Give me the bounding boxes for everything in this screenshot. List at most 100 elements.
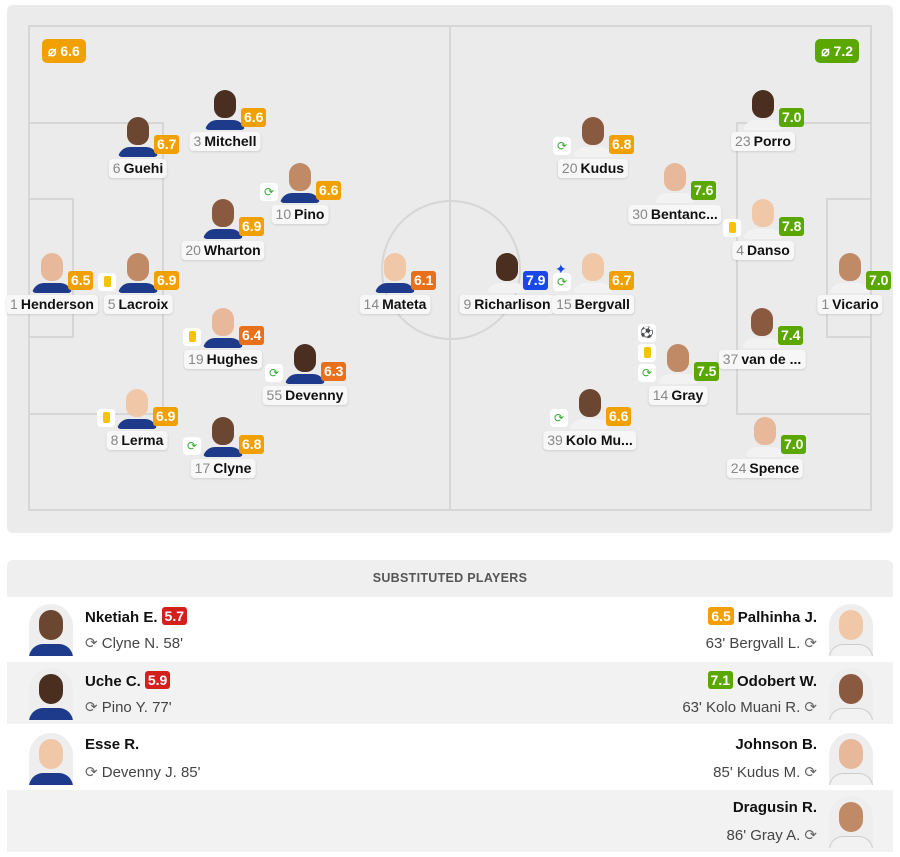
substitute-rating: 6.5 — [708, 607, 734, 625]
player-label: 17 Clyne — [190, 459, 256, 478]
goal-icon: ⚽ — [638, 324, 656, 342]
replaced-player: 86' Gray A. — [726, 827, 801, 844]
player-rating: 7.0 — [866, 271, 892, 290]
home-average-rating: ⌀ 6.6 — [42, 39, 86, 63]
player-label: 37 van de ... — [718, 350, 806, 369]
yellow-card-icon — [183, 328, 201, 346]
player-rating: 6.8 — [239, 435, 265, 454]
player-label: 14 Mateta — [359, 295, 431, 314]
player-label: 5 Lacroix — [103, 295, 173, 314]
substitute-name: Nketiah E. — [85, 609, 158, 626]
home-goal-box — [28, 198, 74, 338]
player-photo — [203, 304, 243, 348]
player-number: 9 — [463, 296, 472, 312]
substitute-name: Uche C. — [85, 673, 141, 690]
player-rating: 6.1 — [411, 271, 437, 290]
player-number: 14 — [652, 387, 669, 403]
player-rating: 6.6 — [241, 108, 267, 127]
player-label: 19 Hughes — [184, 350, 262, 369]
player-photo — [29, 604, 73, 656]
replaced-player: 63' Kolo Muani R. — [682, 699, 801, 716]
player-name: Bergvall — [574, 296, 630, 312]
player-rating: 6.6 — [606, 407, 632, 426]
home-substitute[interactable]: Nketiah E. 5.7 ⟳ Clyne N. 58' — [7, 598, 447, 660]
center-circle — [381, 200, 521, 340]
substitution-row: Nketiah E. 5.7 ⟳ Clyne N. 58' 6.5 Palhinha… — [7, 598, 893, 660]
substitution-icon: ⟳ — [553, 273, 571, 291]
player-rating: 6.3 — [321, 362, 347, 381]
away-substitute[interactable]: Dragusin R. 86' Gray A. ⟳ — [453, 790, 893, 852]
player-rating: 6.8 — [609, 135, 635, 154]
player-label: 24 Spence — [726, 459, 804, 478]
player-rating: 6.4 — [239, 326, 265, 345]
player-photo — [117, 385, 157, 429]
player-label: 15 Bergvall — [552, 295, 634, 314]
player-photo — [29, 668, 73, 720]
player-number: 14 — [363, 296, 380, 312]
player-name: Devenny — [285, 387, 344, 403]
player-name: Spence — [749, 460, 800, 476]
player-name: Hughes — [206, 351, 258, 367]
substitution-icon: ⟳ — [550, 409, 568, 427]
player-photo — [743, 195, 783, 239]
substitute-name: Johnson B. — [735, 736, 817, 753]
player-number: 17 — [194, 460, 211, 476]
player-rating: 7.8 — [779, 217, 805, 236]
substitution-icon: ⟳ — [85, 699, 102, 716]
player-number: 8 — [110, 432, 119, 448]
player-name: Lerma — [121, 432, 164, 448]
player-name: Kolo Mu... — [565, 432, 633, 448]
player-photo — [285, 340, 325, 384]
substitution-icon: ⟳ — [85, 764, 102, 781]
player-number: 19 — [188, 351, 204, 367]
player-number: 30 — [632, 206, 648, 222]
player-label: 3 Mitchell — [189, 132, 261, 151]
home-substitute[interactable]: Esse R. ⟳ Devenny J. 85' — [7, 727, 447, 789]
player-photo — [570, 385, 610, 429]
player-photo — [830, 249, 870, 293]
player-photo — [32, 249, 72, 293]
substituted-players-header: SUBSTITUTED PLAYERS — [7, 560, 893, 597]
player-name: Danso — [747, 242, 790, 258]
player-number: 24 — [730, 460, 747, 476]
substitution-row: Dragusin R. 86' Gray A. ⟳ — [7, 790, 893, 852]
player-photo — [658, 340, 698, 384]
player-rating: 7.9 — [523, 271, 549, 290]
player-rating: 7.0 — [781, 435, 807, 454]
player-label: 39 Kolo Mu... — [543, 431, 637, 450]
player-rating: 7.6 — [691, 181, 717, 200]
player-photo — [29, 733, 73, 785]
player-label: 4 Danso — [732, 241, 794, 260]
player-label: 9 Richarlison — [459, 295, 555, 314]
substitution-icon: ⟳ — [183, 437, 201, 455]
player-name: van de ... — [741, 351, 802, 367]
player-name: Vicario — [832, 296, 879, 312]
substitute-name: Palhinha J. — [737, 609, 817, 626]
player-rating: 6.7 — [609, 271, 635, 290]
substitute-name: Odobert W. — [737, 673, 817, 690]
substitute-rating: 5.7 — [161, 607, 187, 625]
player-photo — [573, 113, 613, 157]
player-number: 23 — [735, 133, 751, 149]
away-substitute[interactable]: 7.1 Odobert W. 63' Kolo Muani R. ⟳ — [453, 662, 893, 724]
player-number: 20 — [185, 242, 201, 258]
player-number: 39 — [547, 432, 563, 448]
player-number: 20 — [561, 160, 578, 176]
away-substitute[interactable]: Johnson B. 85' Kudus M. ⟳ — [453, 727, 893, 789]
player-name: Richarlison — [474, 296, 551, 312]
yellow-card-icon — [723, 219, 741, 237]
player-photo — [655, 159, 695, 203]
replaced-player: 63' Bergvall L. — [705, 635, 801, 652]
replaced-player: Devenny J. 85' — [101, 764, 201, 781]
away-substitute[interactable]: 6.5 Palhinha J. 63' Bergvall L. ⟳ — [453, 598, 893, 660]
home-substitute[interactable]: Uche C. 5.9 ⟳ Pino Y. 77' — [7, 662, 447, 724]
substitution-icon: ⟳ — [800, 827, 817, 844]
substitution-icon: ⟳ — [260, 183, 278, 201]
player-rating: 7.0 — [779, 108, 805, 127]
away-average-rating: ⌀ 7.2 — [815, 39, 859, 63]
substitution-icon: ⟳ — [553, 137, 571, 155]
player-label: 1 Vicario — [817, 295, 883, 314]
player-name: Porro — [753, 133, 791, 149]
player-name: Mitchell — [204, 133, 257, 149]
yellow-card-icon — [638, 344, 656, 362]
